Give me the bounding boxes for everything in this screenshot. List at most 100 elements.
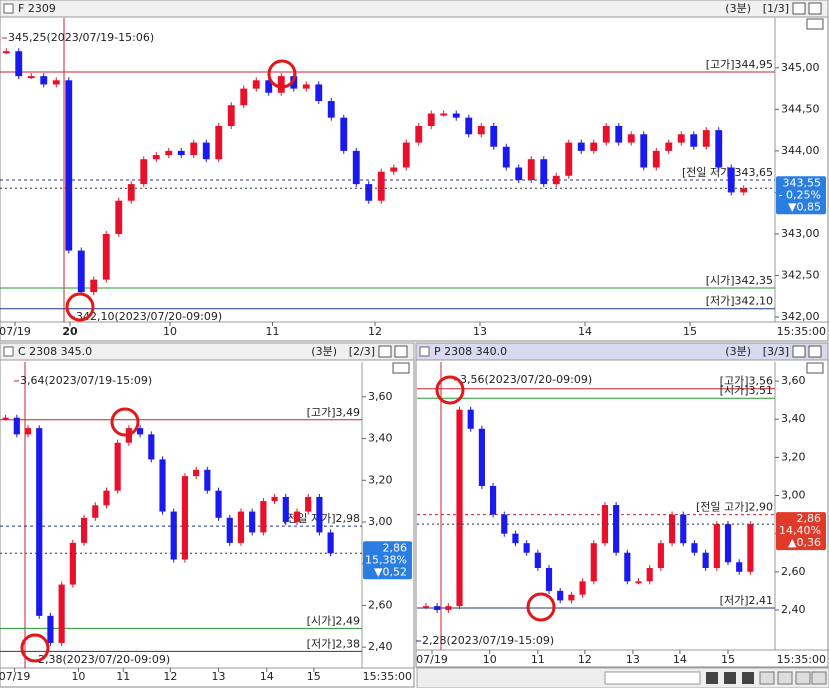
axis-button[interactable] — [806, 18, 824, 30]
candle — [646, 567, 653, 582]
candle — [340, 117, 348, 151]
x-tick-label: 20 — [62, 325, 78, 338]
scroll-button[interactable] — [742, 672, 754, 684]
candle — [15, 51, 23, 77]
level-label: [고가]3,49 — [307, 406, 360, 419]
candle — [170, 511, 177, 560]
candle — [177, 150, 185, 156]
x-tick-label: 15 — [683, 325, 697, 338]
zoom-out-button[interactable] — [777, 671, 793, 685]
close-button[interactable] — [808, 345, 822, 358]
maximize-button[interactable] — [378, 345, 392, 358]
level-label: [저가]342,10 — [706, 295, 773, 308]
candle — [657, 543, 664, 568]
x-tick-label: 15 — [307, 670, 321, 683]
highlight-circle — [435, 375, 465, 405]
price-box — [363, 541, 412, 580]
y-tick-label: 3,00 — [781, 489, 806, 502]
highlight-circle — [20, 633, 50, 663]
x-tick-label: 13 — [473, 325, 487, 338]
checkbox[interactable] — [3, 346, 14, 357]
annotation: 2,38(2023/07/20-09:09) — [38, 653, 170, 666]
candle — [302, 84, 310, 89]
x-tick-label: 15 — [721, 653, 735, 666]
candle — [90, 279, 98, 293]
highlight-circle — [526, 592, 556, 622]
candle — [489, 485, 497, 515]
candle — [534, 552, 541, 568]
candle — [557, 590, 564, 601]
maximize-button[interactable] — [792, 345, 806, 358]
candle — [427, 113, 435, 126]
candle — [92, 505, 99, 518]
candle — [665, 142, 673, 151]
annotation: 2,28(2023/07/19-15:09) — [422, 634, 554, 647]
candle — [69, 542, 76, 585]
candle — [552, 175, 560, 185]
candle — [515, 167, 523, 180]
price-box-line: 343,55 — [783, 176, 822, 189]
level-label: [시가]2,49 — [307, 614, 360, 627]
close-button[interactable] — [808, 2, 822, 15]
maximize-button[interactable] — [792, 2, 806, 15]
candle — [24, 428, 32, 435]
candle — [478, 428, 485, 486]
level-label: [저가]2,41 — [720, 594, 773, 607]
candle — [193, 469, 200, 477]
checkbox[interactable] — [419, 346, 430, 357]
candle — [152, 155, 160, 160]
scroll-thumb[interactable] — [604, 671, 701, 685]
candle — [215, 125, 223, 160]
candle — [445, 606, 452, 610]
axis-button[interactable] — [806, 362, 824, 374]
candle — [635, 581, 642, 584]
price-box-line: 2,86 — [797, 512, 822, 525]
candle — [652, 150, 660, 168]
candle — [390, 167, 398, 172]
candle — [456, 409, 463, 607]
candle — [327, 532, 334, 554]
axis-button[interactable] — [392, 362, 410, 374]
candle — [440, 113, 448, 116]
scroll-button[interactable] — [706, 672, 718, 684]
title-bar — [0, 342, 415, 361]
checkbox[interactable] — [3, 3, 14, 14]
time-label: 15:35:00 — [363, 670, 412, 683]
candle — [103, 490, 110, 506]
candle — [502, 146, 510, 168]
window-period-page: [3/3] — [763, 345, 789, 358]
annotation: 342,10(2023/07/20-09:09) — [76, 310, 222, 323]
window-period: (3분) — [311, 345, 337, 358]
scroll-button[interactable] — [724, 672, 736, 684]
candle — [190, 142, 198, 156]
candle — [422, 606, 430, 609]
candle — [316, 496, 323, 533]
candle — [512, 533, 519, 544]
y-tick-label: 3,60 — [368, 390, 393, 403]
reset-button[interactable] — [795, 671, 811, 685]
candle — [47, 615, 54, 643]
level-label: [저가]2,38 — [307, 637, 360, 650]
close-button[interactable] — [394, 345, 408, 358]
y-tick-label: 3,40 — [368, 432, 393, 445]
candle — [181, 476, 189, 560]
candle — [305, 496, 312, 512]
candle — [627, 134, 635, 143]
candle — [590, 142, 598, 151]
highlight-circle — [65, 292, 95, 322]
candle — [40, 76, 48, 85]
window-period: (3분) — [725, 2, 751, 15]
price-box-line: 2,86 — [383, 541, 408, 554]
x-tick-label: 12 — [163, 670, 177, 683]
candle — [467, 409, 474, 429]
x-tick-label: 14 — [578, 325, 592, 338]
candle — [527, 159, 535, 180]
candle — [702, 130, 710, 147]
zoom-in-button[interactable] — [759, 671, 775, 685]
settings-button[interactable] — [811, 671, 827, 685]
y-tick-label: 344,50 — [781, 102, 820, 115]
candle — [249, 511, 256, 533]
candle — [727, 167, 735, 193]
level-label: [고가]344,95 — [706, 58, 773, 71]
level-label: [전일 저가]343,65 — [682, 165, 773, 179]
